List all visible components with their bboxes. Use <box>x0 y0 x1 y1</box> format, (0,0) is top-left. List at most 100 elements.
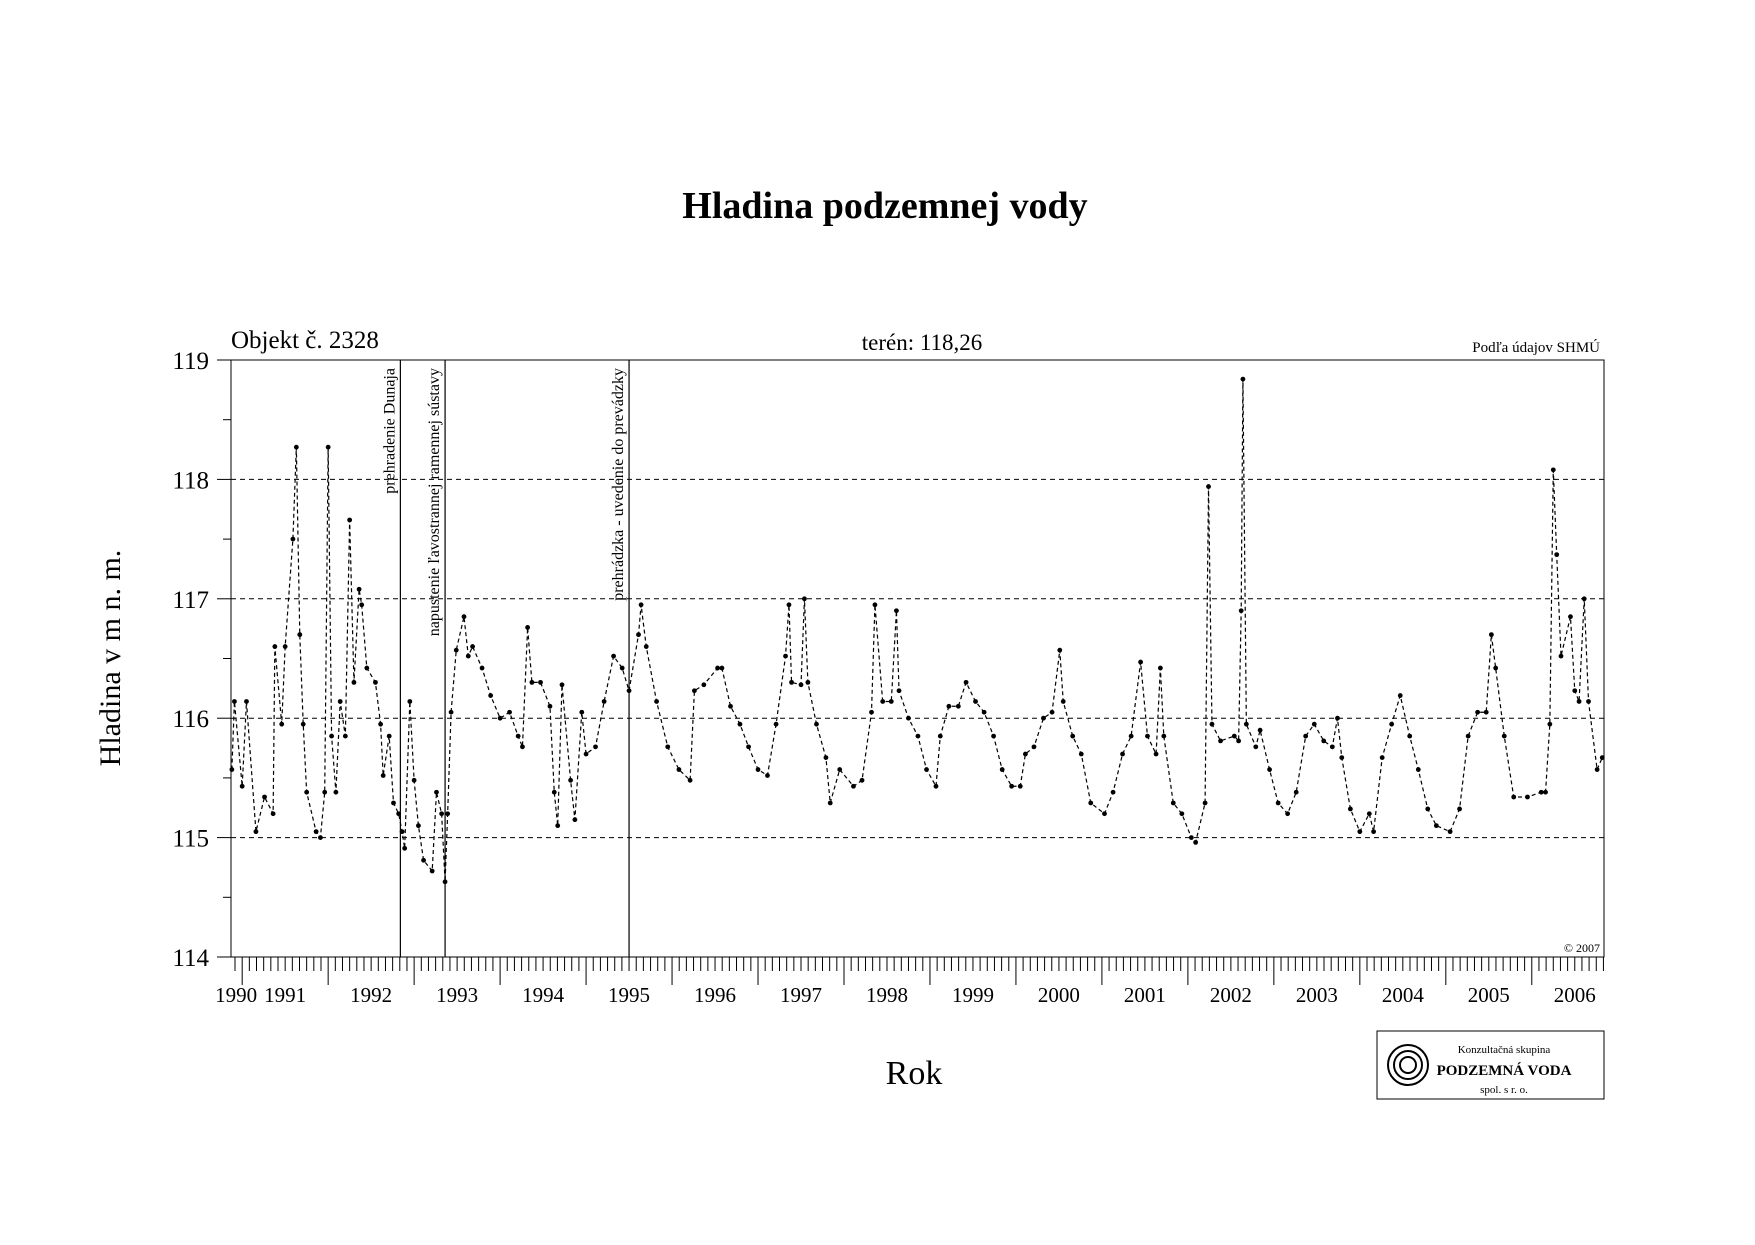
data-point <box>272 644 278 649</box>
data-point <box>421 857 426 863</box>
data-point <box>378 721 383 727</box>
y-axis-title: Hladina v m n. m. <box>94 550 127 767</box>
data-point <box>262 794 267 800</box>
data-point <box>1407 733 1413 739</box>
data-point <box>906 715 911 721</box>
data-point <box>380 773 386 778</box>
data-point <box>1206 484 1211 489</box>
data-point <box>827 800 833 806</box>
data-point <box>391 800 396 806</box>
data-point <box>1415 767 1421 772</box>
data-point <box>411 777 417 783</box>
data-point <box>1581 596 1587 602</box>
data-point <box>798 682 804 688</box>
data-point <box>823 755 829 761</box>
data-point <box>1329 744 1335 750</box>
terrain-label: terén: 118,26 <box>862 330 983 355</box>
data-point <box>1102 811 1107 817</box>
data-point <box>465 653 471 659</box>
data-point <box>626 688 632 694</box>
data-point <box>676 767 682 772</box>
data-point <box>479 665 485 671</box>
data-point <box>1057 647 1063 653</box>
data-point <box>232 699 237 704</box>
logo-line2: PODZEMNÁ VODA <box>1437 1062 1572 1079</box>
data-point <box>786 602 792 608</box>
data-point <box>445 811 451 817</box>
data-point <box>1218 738 1223 744</box>
data-point <box>638 602 644 608</box>
data-point <box>665 744 671 750</box>
data-point <box>470 644 475 649</box>
data-point <box>253 829 259 835</box>
data-point <box>270 811 276 817</box>
data-point <box>1267 767 1272 772</box>
data-point <box>1110 789 1116 795</box>
data-point <box>636 632 641 638</box>
data-point <box>282 644 288 649</box>
data-point <box>515 733 521 739</box>
x-tick-label: 1997 <box>780 983 822 1007</box>
data-point <box>814 721 819 727</box>
data-point <box>933 783 939 789</box>
data-point <box>439 811 445 817</box>
plot-frame <box>230 359 1605 958</box>
data-point <box>981 709 987 715</box>
data-point <box>1311 721 1317 727</box>
data-point <box>364 665 370 671</box>
data-point <box>520 744 525 750</box>
data-point <box>1285 811 1291 817</box>
data-point <box>497 715 503 721</box>
data-point <box>1594 767 1600 772</box>
data-point <box>1202 800 1208 806</box>
data-point <box>461 614 467 620</box>
data-point <box>963 679 969 685</box>
data-point <box>507 709 512 715</box>
event-label: prehradenie Dunaja <box>381 368 398 494</box>
data-point <box>488 693 494 698</box>
data-point <box>1009 783 1015 789</box>
data-point <box>386 733 392 739</box>
y-tick-label: 114 <box>172 945 209 972</box>
data-point <box>402 845 408 851</box>
data-point <box>719 665 725 671</box>
data-point <box>1475 709 1481 715</box>
data-point <box>1088 800 1094 806</box>
source-label: Podľa údajov SHMÚ <box>1472 339 1600 356</box>
data-point <box>1275 800 1281 806</box>
y-tick-label: 117 <box>172 587 209 614</box>
data-point <box>915 733 921 739</box>
data-point <box>619 665 625 671</box>
data-point <box>1161 733 1167 739</box>
data-point <box>1041 715 1046 721</box>
data-point <box>1138 659 1144 665</box>
data-point <box>1257 727 1263 733</box>
logo-box <box>1376 1030 1605 1100</box>
data-point <box>239 783 245 789</box>
data-point <box>872 602 878 608</box>
data-point <box>1022 751 1028 757</box>
data-point <box>290 536 296 542</box>
x-tick-label: 2003 <box>1296 983 1338 1007</box>
data-point <box>687 777 693 783</box>
data-point <box>1335 715 1340 721</box>
data-point <box>1554 552 1560 558</box>
x-tick-label: 1998 <box>866 983 908 1007</box>
data-point <box>999 767 1005 772</box>
data-point <box>1231 733 1237 739</box>
data-point <box>1240 376 1246 382</box>
data-point <box>973 699 978 704</box>
data-point <box>1447 829 1453 835</box>
data-point <box>859 777 865 783</box>
data-point <box>880 699 886 704</box>
data-point <box>351 679 357 685</box>
data-point <box>1550 467 1556 473</box>
x-axis-title: Rok <box>886 1055 943 1092</box>
data-point <box>1568 614 1573 620</box>
data-point <box>333 789 339 795</box>
data-point <box>1379 755 1385 761</box>
x-tick-label: 1991 <box>264 983 306 1007</box>
logo-icon <box>1387 1044 1429 1086</box>
data-point <box>737 721 743 727</box>
